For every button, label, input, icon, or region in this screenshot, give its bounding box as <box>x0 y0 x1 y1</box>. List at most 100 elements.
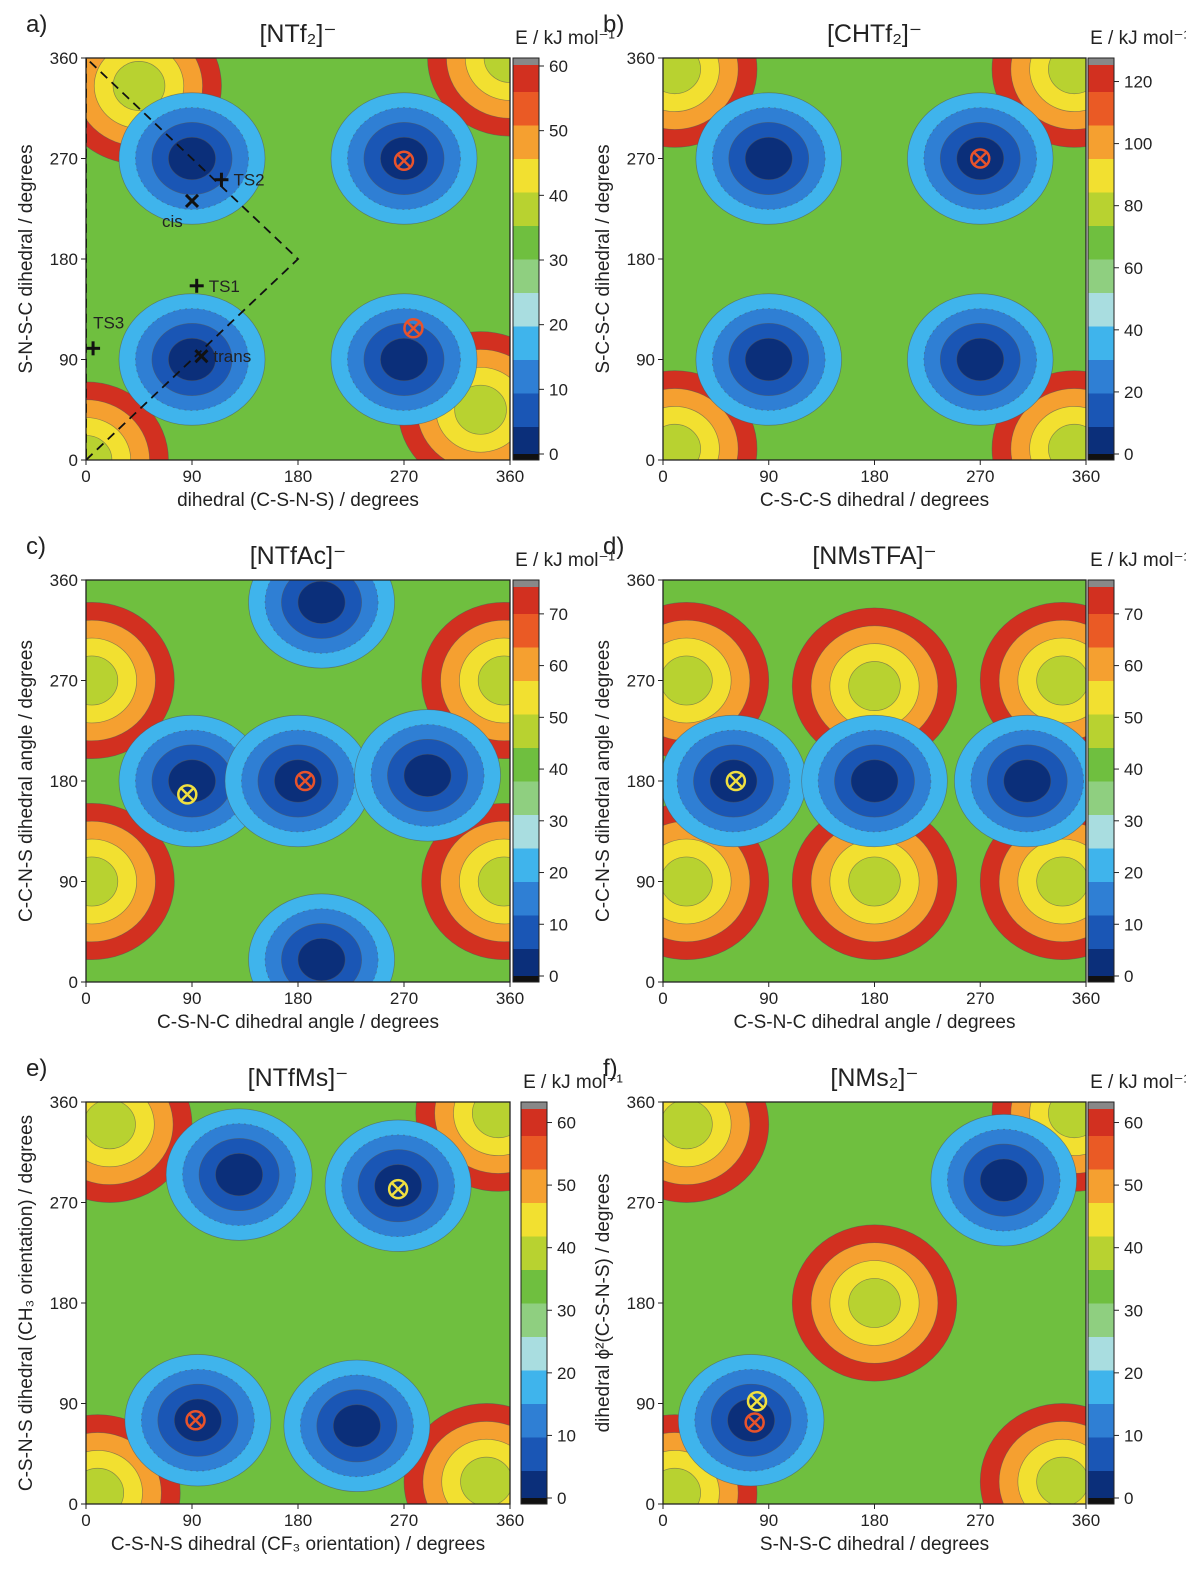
minimum-region <box>168 759 216 803</box>
y-tick-label: 90 <box>636 1395 655 1414</box>
colorbar-band <box>1088 192 1114 226</box>
marker-cross <box>728 773 744 789</box>
x-tick-label: 90 <box>759 989 778 1008</box>
energy-surface <box>86 1102 510 1504</box>
colorbar-band <box>1088 393 1114 427</box>
colorbar-tick-label: 60 <box>549 657 568 676</box>
colorbar-tick-label: 30 <box>1124 812 1143 831</box>
energy-surface <box>663 58 1086 460</box>
energy-surface <box>86 58 510 460</box>
colorbar-band <box>513 680 539 715</box>
colorbar-tick-label: 40 <box>549 760 568 779</box>
colorbar-band <box>1088 680 1114 715</box>
y-tick-label: 90 <box>59 1395 78 1414</box>
y-axis-label: dihedral ϕ²(C-S-N-S) / degrees <box>593 1174 614 1433</box>
marker-x: trans <box>194 347 251 366</box>
x-axis-label: C-S-N-S dihedral (CF₃ orientation) / deg… <box>111 1534 485 1555</box>
marker-cross <box>406 320 421 336</box>
colorbar-tick-label: 10 <box>557 1426 576 1445</box>
x-tick-label: 180 <box>284 1511 312 1530</box>
colorbar-tick-label: 20 <box>549 316 568 335</box>
y-tick-label: 0 <box>69 451 78 470</box>
maximum-region <box>86 856 119 907</box>
colorbar-overflow <box>521 1102 547 1109</box>
colorbar-frame <box>1087 1101 1115 1505</box>
x-tick-label: 90 <box>759 1511 778 1530</box>
colorbar-tick-label: 30 <box>1124 1301 1143 1320</box>
maximum-region <box>483 58 510 83</box>
y-tick-label: 270 <box>627 1194 655 1213</box>
colorbar-band <box>1088 1269 1114 1304</box>
colorbar-tick-label: 60 <box>549 57 568 76</box>
marker-circle-x <box>746 1391 768 1412</box>
maximum-region <box>663 423 701 460</box>
colorbar-underflow <box>1088 976 1114 982</box>
y-tick-label: 0 <box>69 973 78 992</box>
x-tick-label: 270 <box>390 989 418 1008</box>
colorbar-frame <box>1087 57 1115 461</box>
colorbar-tick-label: 50 <box>1124 708 1143 727</box>
colorbar-frame <box>512 57 540 461</box>
marker-cross <box>749 1393 765 1409</box>
colorbar-band <box>1088 1437 1114 1471</box>
panel-0: 0 90 180 270 360 0 90 180 270 360 dihedral (C-S-N-… <box>16 11 615 511</box>
colorbar-frame <box>520 1101 548 1505</box>
symmetry-lines <box>86 58 300 460</box>
x-axis-label: C-S-N-C dihedral angle / degrees <box>157 1012 439 1033</box>
colorbar: 0 10 20 30 40 50 60 <box>512 57 568 464</box>
maximum-region <box>471 1102 510 1139</box>
colorbar-band <box>513 326 539 360</box>
x-tick-label: 90 <box>183 1511 202 1530</box>
y-tick-label: 0 <box>646 1495 655 1514</box>
x-tick-label: 90 <box>759 467 778 486</box>
colorbar-tick-label: 10 <box>549 915 568 934</box>
y-tick-label: 180 <box>627 250 655 269</box>
x-axis-label: dihedral (C-S-N-S) / degrees <box>177 490 419 511</box>
x-tick-label: 180 <box>860 989 888 1008</box>
colorbar-band <box>1088 1169 1114 1203</box>
panel-3: 0 90 180 270 360 0 90 180 270 360 C-S-N-C dihedral… <box>593 533 1186 1033</box>
x-tick-label: 360 <box>496 467 524 486</box>
colorbar-band <box>513 814 539 849</box>
colorbar-band <box>1088 1135 1114 1170</box>
minimum-region <box>744 136 793 181</box>
colorbar-tick-label: 40 <box>1124 760 1143 779</box>
colorbar-band <box>513 848 539 882</box>
chart-title: [NMsTFA]⁻ <box>812 542 936 570</box>
y-axis-label: S-N-S-C dihedral / degrees <box>16 144 37 373</box>
colorbar-band <box>521 1370 547 1404</box>
energy-surface <box>663 580 1086 982</box>
colorbar-tick-label: 120 <box>1124 73 1152 92</box>
panel-letter: f) <box>603 1055 618 1082</box>
colorbar-band <box>1088 814 1114 849</box>
marker-cross <box>297 773 313 789</box>
colorbar-band <box>513 125 539 159</box>
colorbar: 0 10 20 30 40 50 60 <box>1087 1101 1143 1508</box>
colorbar-band <box>521 1336 547 1371</box>
colorbar: 0 10 20 30 40 50 60 <box>520 1101 576 1508</box>
chart-title: [NTf₂]⁻ <box>259 20 336 48</box>
marker-circle-x <box>393 150 415 171</box>
colorbar-underflow <box>1088 454 1114 460</box>
marker-circle <box>746 1391 768 1412</box>
maximum-region <box>663 856 713 907</box>
colorbar-frame <box>1087 579 1115 983</box>
colorbar-tick-label: 80 <box>1124 197 1143 216</box>
y-tick-label: 90 <box>59 351 78 370</box>
colorbar-band <box>513 613 539 648</box>
minimum-region <box>274 759 322 803</box>
y-tick-label: 0 <box>646 451 655 470</box>
maximum-region <box>86 655 119 706</box>
marker-circle-x <box>744 1412 765 1433</box>
x-tick-label: 180 <box>284 467 312 486</box>
y-tick-label: 360 <box>50 571 78 590</box>
x-tick-label: 270 <box>966 989 994 1008</box>
maximum-region <box>848 661 901 711</box>
colorbar-tick-label: 0 <box>557 1489 566 1508</box>
colorbar: 0 10 20 30 40 50 60 70 <box>1087 579 1143 986</box>
y-tick-label: 180 <box>50 1294 78 1313</box>
y-tick-label: 0 <box>646 973 655 992</box>
y-axis-label: C-S-N-S dihedral (CH₃ orientation) / deg… <box>16 1115 37 1491</box>
colorbar-band <box>1088 647 1114 681</box>
chart-title: [NTfMs]⁻ <box>248 1064 349 1092</box>
